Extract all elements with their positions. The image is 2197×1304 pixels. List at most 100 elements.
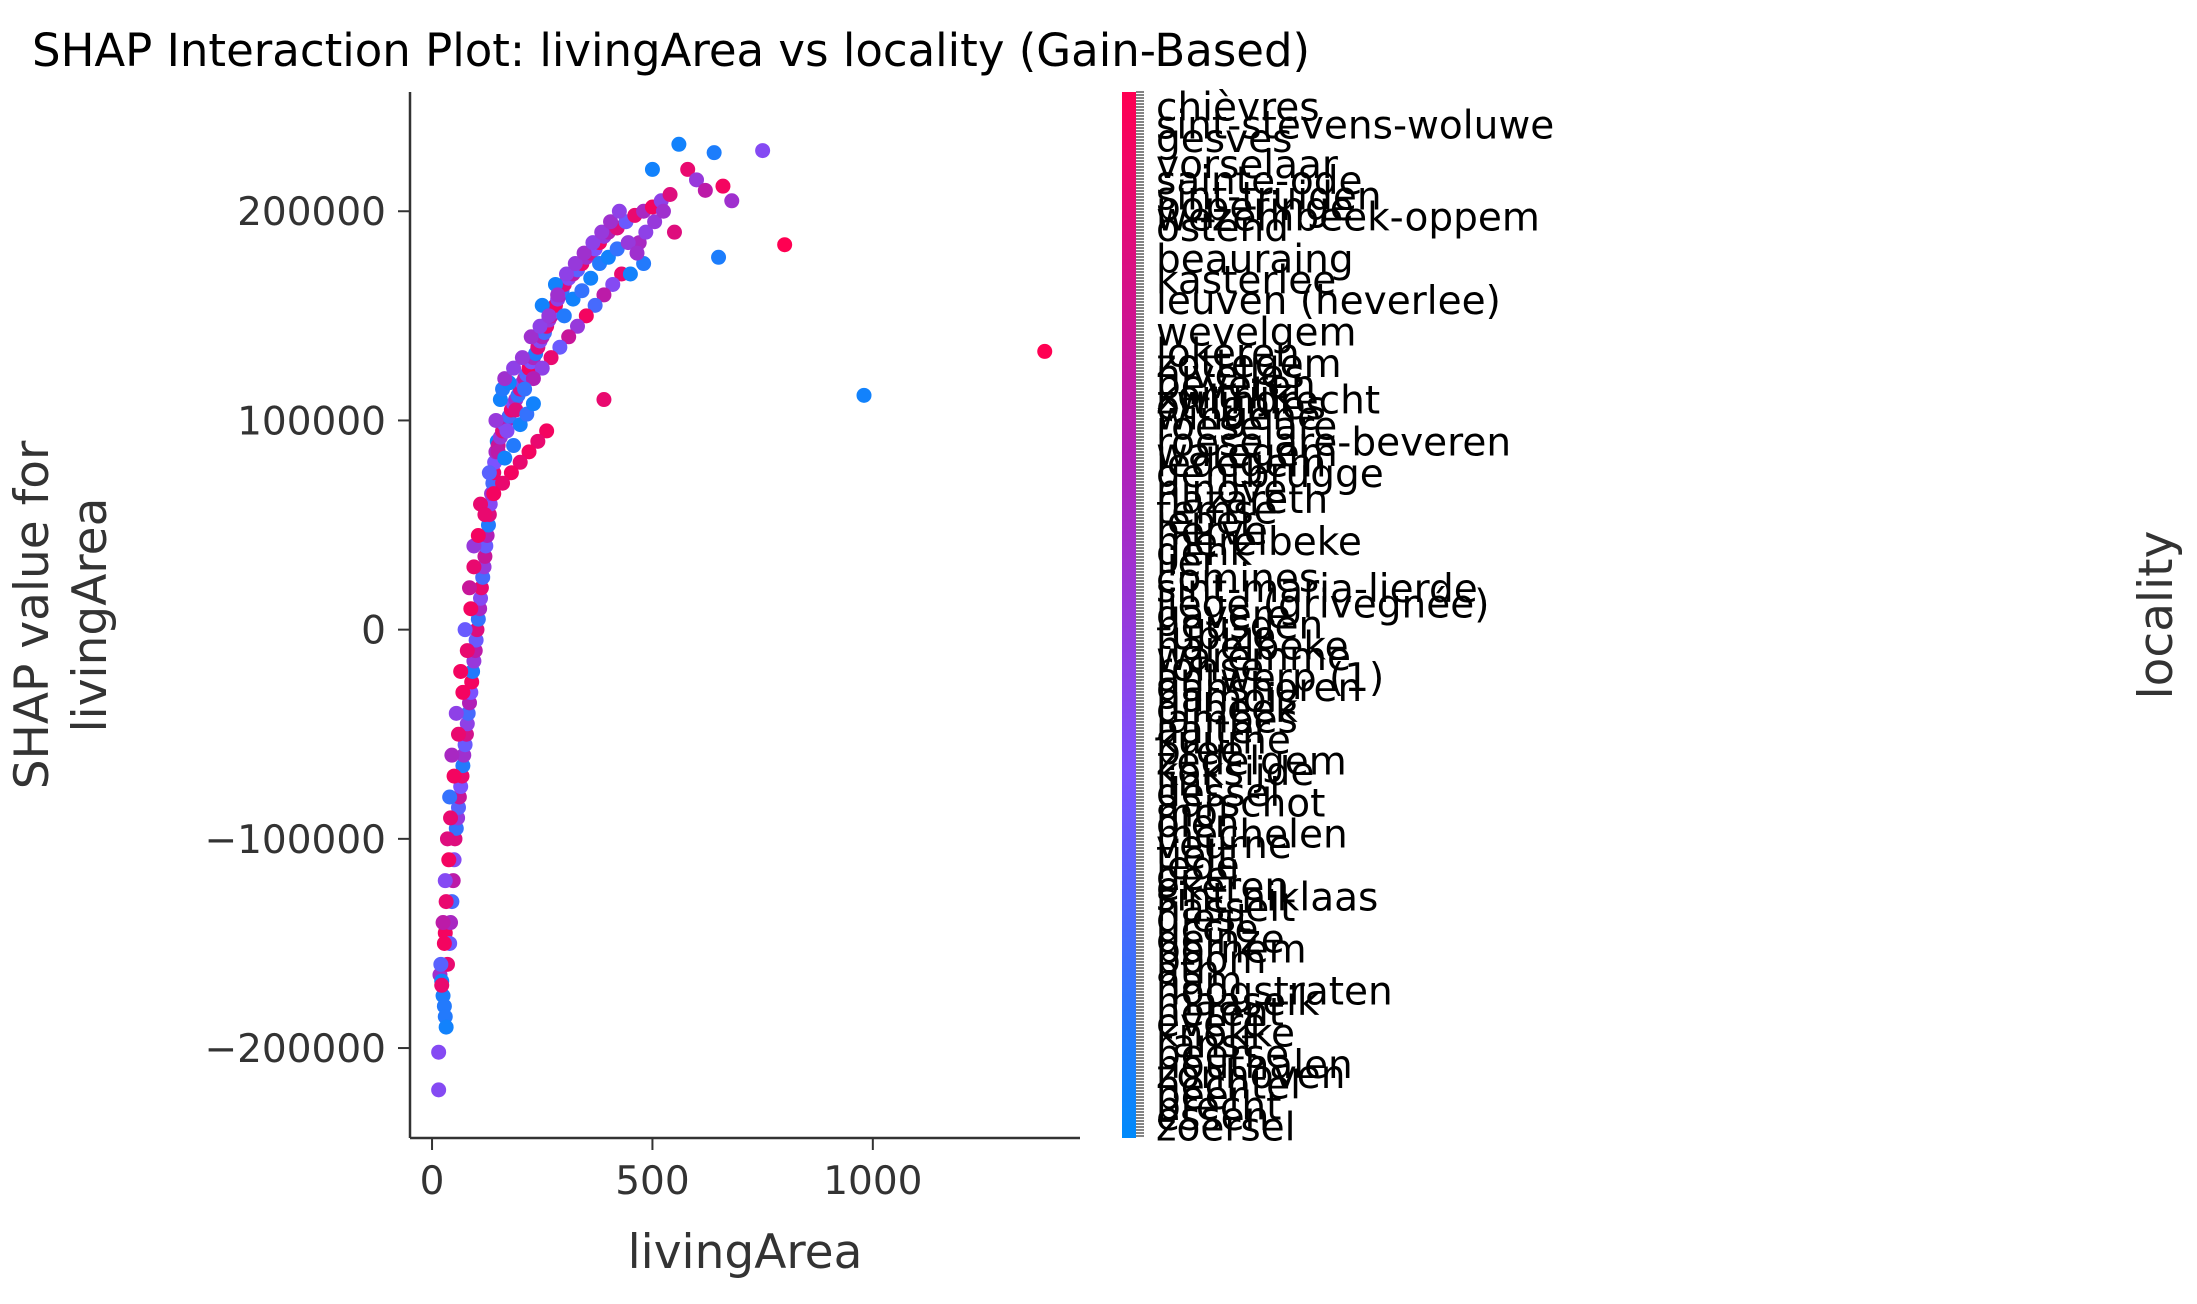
colorbar-tick-label: zottegem xyxy=(1156,342,1342,387)
data-point xyxy=(433,956,449,972)
colorbar-tick-label: poperinge xyxy=(1156,185,1354,230)
data-point xyxy=(755,143,771,159)
data-point xyxy=(506,438,522,454)
colorbar-tick-label: zonhoven xyxy=(1156,1053,1345,1098)
y-tick-label: 0 xyxy=(361,609,386,654)
data-point xyxy=(481,465,497,481)
data-point xyxy=(506,360,522,376)
data-point xyxy=(441,852,457,868)
colorbar-tick-label: bree xyxy=(1156,729,1244,774)
y-tick-label: 200000 xyxy=(237,190,386,235)
colorbar-tick-label: ranst xyxy=(1156,1022,1256,1067)
data-point xyxy=(552,339,568,355)
data-point xyxy=(567,256,583,272)
data-point xyxy=(514,350,530,366)
colorbar-tick-label: brecht xyxy=(1156,1085,1281,1130)
x-axis-label: livingArea xyxy=(628,1225,863,1280)
data-point xyxy=(620,235,636,251)
colorbar-tick-label: zoersel xyxy=(1156,1106,1296,1151)
colorbar-tick-label: temse xyxy=(1156,488,1278,533)
data-point xyxy=(462,580,478,596)
colorbar-tick-label: diest xyxy=(1156,896,1251,941)
data-point xyxy=(724,193,740,209)
data-point xyxy=(442,789,458,805)
data-point xyxy=(543,350,559,366)
data-point xyxy=(576,245,592,261)
colorbar-tick-label: antwerp (1) xyxy=(1156,656,1384,701)
data-point xyxy=(438,894,454,910)
data-point xyxy=(517,381,533,397)
colorbar-tick-label: lint xyxy=(1156,760,1218,805)
colorbar-tick-label: jambes xyxy=(1155,698,1298,743)
data-point xyxy=(435,915,451,931)
data-point xyxy=(777,237,793,253)
colorbar-tick-label: veurne xyxy=(1156,823,1292,868)
colorbar-tick-label: sint-niklaas xyxy=(1156,875,1378,920)
data-point xyxy=(655,203,671,219)
chart-title: SHAP Interaction Plot: livingArea vs loc… xyxy=(32,24,1310,77)
colorbar-tick-label: ieper xyxy=(1156,499,1257,544)
axes: 0 500 1000 −200000 −100000 0 100000 200000 livin… xyxy=(5,92,1080,1280)
y-tick-label: −100000 xyxy=(204,818,386,863)
colorbar-gradient xyxy=(1122,92,1136,1138)
colorbar-tick-label: ronse xyxy=(1156,645,1264,690)
data-point xyxy=(666,224,682,240)
data-point xyxy=(662,187,678,203)
colorbar-tick-label: dessel xyxy=(1156,771,1280,816)
data-point xyxy=(439,831,455,847)
colorbar-tick-label: merelbeke xyxy=(1156,520,1362,565)
data-point xyxy=(530,433,546,449)
colorbar-tick-label: wingene xyxy=(1156,394,1321,439)
data-point xyxy=(594,224,610,240)
colorbar-tick-label: ledegem xyxy=(1156,441,1326,486)
colorbar-tick-label: sint-truiden xyxy=(1156,175,1382,220)
colorbar-tick-label: uccle xyxy=(1156,907,1258,952)
data-point xyxy=(638,224,654,240)
data-point xyxy=(539,423,555,439)
colorbar-tick-label: hasselt xyxy=(1156,886,1295,931)
colorbar-tick-label: kasterlee xyxy=(1156,258,1336,303)
colorbar-tick-label: ath xyxy=(1156,949,1220,994)
colorbar-tick-label: gavere xyxy=(1156,593,1291,638)
y-axis-label-line: livingArea xyxy=(63,498,118,733)
colorbar-tick-label: leuven (heverlee) xyxy=(1156,279,1501,324)
data-point xyxy=(622,266,638,282)
data-point xyxy=(647,214,663,230)
colorbar-tick-label: geel xyxy=(1156,855,1240,900)
colorbar-tick-label: dilbeek xyxy=(1156,687,1298,732)
data-point xyxy=(521,444,537,460)
data-point xyxy=(629,245,645,261)
data-point xyxy=(605,276,621,292)
data-point xyxy=(463,601,479,617)
colorbar-tick-label: heusden xyxy=(1156,603,1323,648)
data-point xyxy=(438,1019,454,1035)
data-point xyxy=(680,161,696,177)
data-point xyxy=(497,371,513,387)
data-point xyxy=(448,705,464,721)
data-point xyxy=(434,977,450,993)
colorbar-tick-label: nazareth xyxy=(1156,478,1328,523)
data-point xyxy=(523,329,539,345)
colorbar-tick-label: houthalen xyxy=(1156,1043,1353,1088)
y-axis-label: SHAP value forlivingArea xyxy=(5,440,118,789)
colorbar-tick-label: ganshoren xyxy=(1156,666,1362,711)
data-point xyxy=(488,412,504,428)
colorbar-tick-label: genk xyxy=(1156,530,1252,575)
data-point xyxy=(1037,343,1053,359)
colorbar-tick-label: sint-stevens-woluwe xyxy=(1156,103,1554,148)
data-point xyxy=(532,318,548,334)
data-point xyxy=(556,308,572,324)
colorbar-tick-label: boom xyxy=(1156,938,1266,983)
data-point xyxy=(603,214,619,230)
scatter-points xyxy=(431,136,1053,1098)
colorbar-tick-label: ottignies xyxy=(1156,384,1326,429)
colorbar-tick-label: zwijndrecht xyxy=(1156,379,1380,424)
colorbar-tick-label: ostend xyxy=(1156,206,1289,251)
colorbar-tick-label: comines xyxy=(1156,556,1319,601)
data-point xyxy=(689,172,705,188)
data-point xyxy=(541,308,557,324)
colorbar-tick-label: knokke xyxy=(1156,1011,1295,1056)
data-point xyxy=(715,178,731,194)
data-point xyxy=(583,270,599,286)
